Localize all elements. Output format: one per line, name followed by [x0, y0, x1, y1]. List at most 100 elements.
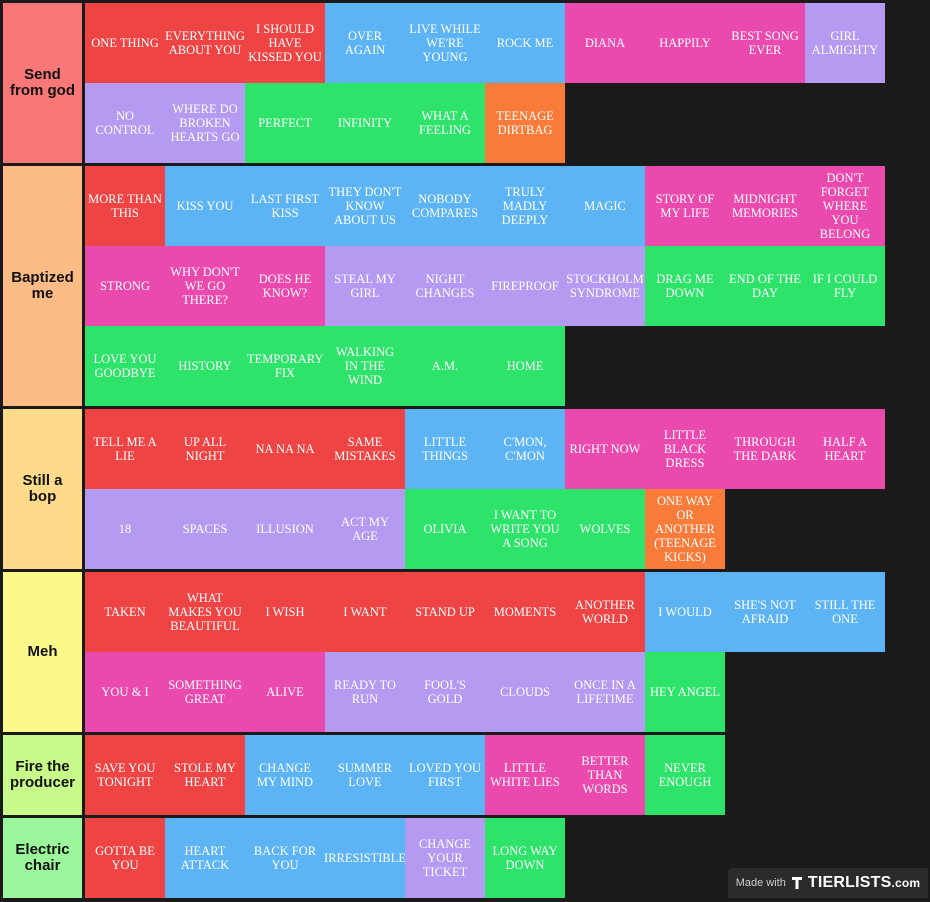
tier-item-illusion[interactable]: ILLUSION: [245, 489, 325, 569]
tier-item-why-don-t-we-go-there[interactable]: WHY DON'T WE GO THERE?: [165, 246, 245, 326]
tier-item-taken[interactable]: TAKEN: [85, 572, 165, 652]
tier-label-still-a-bop[interactable]: Still a bop: [3, 409, 82, 569]
tier-label-meh[interactable]: Meh: [3, 572, 82, 732]
tier-item-wolves[interactable]: WOLVES: [565, 489, 645, 569]
tier-item-little-black-dress[interactable]: LITTLE BLACK DRESS: [645, 409, 725, 489]
tier-item-act-my-age[interactable]: ACT MY AGE: [325, 489, 405, 569]
tier-item-i-want-to-write-you-a-song[interactable]: I WANT TO WRITE YOU A SONG: [485, 489, 565, 569]
tier-item-over-again[interactable]: OVER AGAIN: [325, 3, 405, 83]
tier-item-moments[interactable]: MOMENTS: [485, 572, 565, 652]
tier-item-one-way-or-another-teenage-kicks[interactable]: ONE WAY OR ANOTHER (TEENAGE KICKS): [645, 489, 725, 569]
tier-item-change-your-ticket[interactable]: CHANGE YOUR TICKET: [405, 818, 485, 898]
tier-item-steal-my-girl[interactable]: STEAL MY GIRL: [325, 246, 405, 326]
tier-item-olivia[interactable]: OLIVIA: [405, 489, 485, 569]
tier-item-infinity[interactable]: INFINITY: [325, 83, 405, 163]
tier-label-send-from-god[interactable]: Send from god: [3, 3, 82, 163]
tier-item-if-i-could-fly[interactable]: IF I COULD FLY: [805, 246, 885, 326]
tier-item-label: DOES HE KNOW?: [258, 272, 312, 300]
tier-item-better-than-words[interactable]: BETTER THAN WORDS: [565, 735, 645, 815]
tier-item-i-should-have-kissed-you[interactable]: I SHOULD HAVE KISSED YOU: [245, 3, 325, 83]
tier-item-does-he-know[interactable]: DOES HE KNOW?: [245, 246, 325, 326]
tier-item-last-first-kiss[interactable]: LAST FIRST KISS: [245, 166, 325, 246]
tier-item-drag-me-down[interactable]: DRAG ME DOWN: [645, 246, 725, 326]
tier-item-kiss-you[interactable]: KISS YOU: [165, 166, 245, 246]
tier-item-na-na-na[interactable]: NA NA NA: [245, 409, 325, 489]
tier-item-18[interactable]: 18: [85, 489, 165, 569]
tier-item-gotta-be-you[interactable]: GOTTA BE YOU: [85, 818, 165, 898]
tier-item-strong[interactable]: STRONG: [85, 246, 165, 326]
tier-item-c-mon-c-mon[interactable]: C'MON, C'MON: [485, 409, 565, 489]
tier-item-save-you-tonight[interactable]: SAVE YOU TONIGHT: [85, 735, 165, 815]
tier-item-home[interactable]: HOME: [485, 326, 565, 406]
tier-item-they-don-t-know-about-us[interactable]: THEY DON'T KNOW ABOUT US: [325, 166, 405, 246]
tier-item-long-way-down[interactable]: LONG WAY DOWN: [485, 818, 565, 898]
tier-item-history[interactable]: HISTORY: [165, 326, 245, 406]
tier-item-you-i[interactable]: YOU & I: [85, 652, 165, 732]
tier-item-love-you-goodbye[interactable]: LOVE YOU GOODBYE: [85, 326, 165, 406]
tier-item-half-a-heart[interactable]: HALF A HEART: [805, 409, 885, 489]
tier-item-back-for-you[interactable]: BACK FOR YOU: [245, 818, 325, 898]
tier-item-a-m[interactable]: A.M.: [405, 326, 485, 406]
tier-item-heart-attack[interactable]: HEART ATTACK: [165, 818, 245, 898]
tier-item-never-enough[interactable]: NEVER ENOUGH: [645, 735, 725, 815]
tier-item-i-wish[interactable]: I WISH: [245, 572, 325, 652]
tier-label-fire-the-producer[interactable]: Fire the producer: [3, 735, 82, 815]
tier-item-everything-about-you[interactable]: EVERYTHING ABOUT YOU: [165, 3, 245, 83]
tier-item-hey-angel[interactable]: HEY ANGEL: [645, 652, 725, 732]
made-with-watermark[interactable]: Made with TIERLISTS.com: [728, 868, 928, 898]
tier-item-ready-to-run[interactable]: READY TO RUN: [325, 652, 405, 732]
tier-item-little-things[interactable]: LITTLE THINGS: [405, 409, 485, 489]
tier-item-truly-madly-deeply[interactable]: TRULY MADLY DEEPLY: [485, 166, 565, 246]
tier-item-i-want[interactable]: I WANT: [325, 572, 405, 652]
tier-item-night-changes[interactable]: NIGHT CHANGES: [405, 246, 485, 326]
tier-item-tell-me-a-lie[interactable]: TELL ME A LIE: [85, 409, 165, 489]
tier-item-up-all-night[interactable]: UP ALL NIGHT: [165, 409, 245, 489]
tier-item-best-song-ever[interactable]: BEST SONG EVER: [725, 3, 805, 83]
tier-item-right-now[interactable]: RIGHT NOW: [565, 409, 645, 489]
tier-item-where-do-broken-hearts-go[interactable]: WHERE DO BROKEN HEARTS GO: [165, 83, 245, 163]
tier-item-stole-my-heart[interactable]: STOLE MY HEART: [165, 735, 245, 815]
tier-item-end-of-the-day[interactable]: END OF THE DAY: [725, 246, 805, 326]
tier-label-baptized-me[interactable]: Baptized me: [3, 166, 82, 406]
tier-item-don-t-forget-where-you-belong[interactable]: DON'T FORGET WHERE YOU BELONG: [805, 166, 885, 246]
tier-item-one-thing[interactable]: ONE THING: [85, 3, 165, 83]
tier-item-stockholm-syndrome[interactable]: STOCKHOLM SYNDROME: [565, 246, 645, 326]
tier-item-loved-you-first[interactable]: LOVED YOU FIRST: [405, 735, 485, 815]
tier-item-spaces[interactable]: SPACES: [165, 489, 245, 569]
tier-item-live-while-we-re-young[interactable]: LIVE WHILE WE'RE YOUNG: [405, 3, 485, 83]
tier-item-something-great[interactable]: SOMETHING GREAT: [165, 652, 245, 732]
tier-item-another-world[interactable]: ANOTHER WORLD: [565, 572, 645, 652]
tier-item-she-s-not-afraid[interactable]: SHE'S NOT AFRAID: [725, 572, 805, 652]
tier-item-summer-love[interactable]: SUMMER LOVE: [325, 735, 405, 815]
tier-item-once-in-a-lifetime[interactable]: ONCE IN A LIFETIME: [565, 652, 645, 732]
tier-item-through-the-dark[interactable]: THROUGH THE DARK: [725, 409, 805, 489]
tier-item-rock-me[interactable]: ROCK ME: [485, 3, 565, 83]
tier-item-fool-s-gold[interactable]: FOOL'S GOLD: [405, 652, 485, 732]
tier-item-happily[interactable]: HAPPILY: [645, 3, 725, 83]
tier-item-what-makes-you-beautiful[interactable]: WHAT MAKES YOU BEAUTIFUL: [165, 572, 245, 652]
tier-item-alive[interactable]: ALIVE: [245, 652, 325, 732]
tier-item-still-the-one[interactable]: STILL THE ONE: [805, 572, 885, 652]
tier-item-perfect[interactable]: PERFECT: [245, 83, 325, 163]
tier-item-midnight-memories[interactable]: MIDNIGHT MEMORIES: [725, 166, 805, 246]
tier-item-no-control[interactable]: NO CONTROL: [85, 83, 165, 163]
tier-item-stand-up[interactable]: STAND UP: [405, 572, 485, 652]
tier-item-same-mistakes[interactable]: SAME MISTAKES: [325, 409, 405, 489]
tier-item-change-my-mind[interactable]: CHANGE MY MIND: [245, 735, 325, 815]
tier-item-temporary-fix[interactable]: TEMPORARY FIX: [245, 326, 325, 406]
tier-item-magic[interactable]: MAGIC: [565, 166, 645, 246]
tier-item-more-than-this[interactable]: MORE THAN THIS: [85, 166, 165, 246]
tier-item-clouds[interactable]: CLOUDS: [485, 652, 565, 732]
tier-item-nobody-compares[interactable]: NOBODY COMPARES: [405, 166, 485, 246]
tier-item-irresistible[interactable]: IRRESISTIBLE: [324, 818, 406, 898]
tier-item-what-a-feeling[interactable]: WHAT A FEELING: [405, 83, 485, 163]
tier-label-electric-chair[interactable]: Electric chair: [3, 818, 82, 898]
tier-item-fireproof[interactable]: FIREPROOF: [485, 246, 565, 326]
tier-item-little-white-lies[interactable]: LITTLE WHITE LIES: [485, 735, 565, 815]
tier-item-girl-almighty[interactable]: GIRL ALMIGHTY: [805, 3, 885, 83]
tier-item-story-of-my-life[interactable]: STORY OF MY LIFE: [645, 166, 725, 246]
tier-item-diana[interactable]: DIANA: [565, 3, 645, 83]
tier-item-walking-in-the-wind[interactable]: WALKING IN THE WIND: [325, 326, 405, 406]
tier-item-i-would[interactable]: I WOULD: [645, 572, 725, 652]
tier-item-teenage-dirtbag[interactable]: TEENAGE DIRTBAG: [485, 83, 565, 163]
